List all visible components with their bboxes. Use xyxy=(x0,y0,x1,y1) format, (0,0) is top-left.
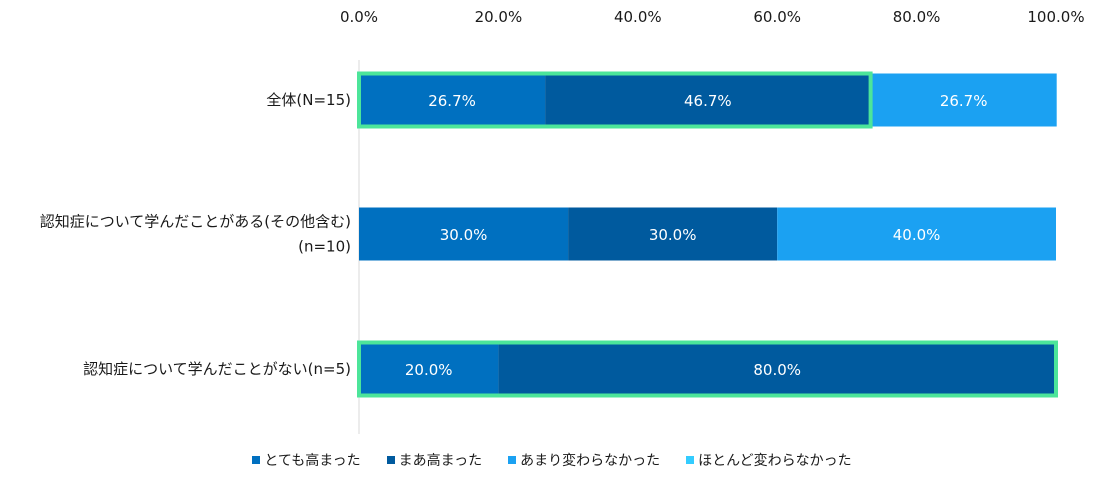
x-tick-label: 60.0% xyxy=(753,8,801,26)
bar-segment xyxy=(359,73,546,127)
legend-swatch xyxy=(508,456,517,464)
data-label: 20.0% xyxy=(405,361,453,379)
bar-segment xyxy=(359,207,569,261)
highlight-outline xyxy=(357,71,873,129)
category-label: (n=10) xyxy=(298,238,351,256)
bar-segment xyxy=(777,207,1056,261)
legend: とても高まった まあ高まった あまり変わらなかった ほとんど変わらなかった xyxy=(0,450,1104,470)
legend-label: まあ高まった xyxy=(398,453,483,469)
category-label: 全体(N=15) xyxy=(266,91,351,109)
legend-swatch xyxy=(386,456,395,464)
x-tick-label: 80.0% xyxy=(893,8,941,26)
legend-item: まあ高まった xyxy=(386,450,483,470)
data-label: 40.0% xyxy=(893,226,941,244)
legend-item: ほとんど変わらなかった xyxy=(686,450,852,470)
legend-swatch xyxy=(686,456,695,464)
legend-item: とても高まった xyxy=(252,450,361,470)
data-label: 26.7% xyxy=(428,92,476,110)
data-label: 80.0% xyxy=(753,361,801,379)
x-tick-label: 40.0% xyxy=(614,8,662,26)
bar-segment xyxy=(568,207,778,261)
data-label: 30.0% xyxy=(440,226,488,244)
highlight-outline xyxy=(357,340,1058,398)
data-label: 46.7% xyxy=(684,92,732,110)
x-tick-label: 100.0% xyxy=(1027,8,1084,26)
bar-segment xyxy=(359,342,499,396)
legend-label: ほとんど変わらなかった xyxy=(698,453,852,469)
category-label: 認知症について学んだことがない(n=5) xyxy=(83,360,351,378)
bar-segment xyxy=(870,73,1057,127)
legend-item: あまり変わらなかった xyxy=(508,450,660,470)
category-label: 認知症について学んだことがある(その他含む) xyxy=(40,213,351,231)
bar-segment xyxy=(545,73,871,127)
bar-segment xyxy=(498,342,1056,396)
x-tick-label: 20.0% xyxy=(475,8,523,26)
legend-swatch xyxy=(252,456,261,464)
x-tick-label: 0.0% xyxy=(340,8,378,26)
data-label: 30.0% xyxy=(649,226,697,244)
data-label: 26.7% xyxy=(940,92,988,110)
legend-label: とても高まった xyxy=(264,453,361,469)
legend-label: あまり変わらなかった xyxy=(520,453,661,469)
